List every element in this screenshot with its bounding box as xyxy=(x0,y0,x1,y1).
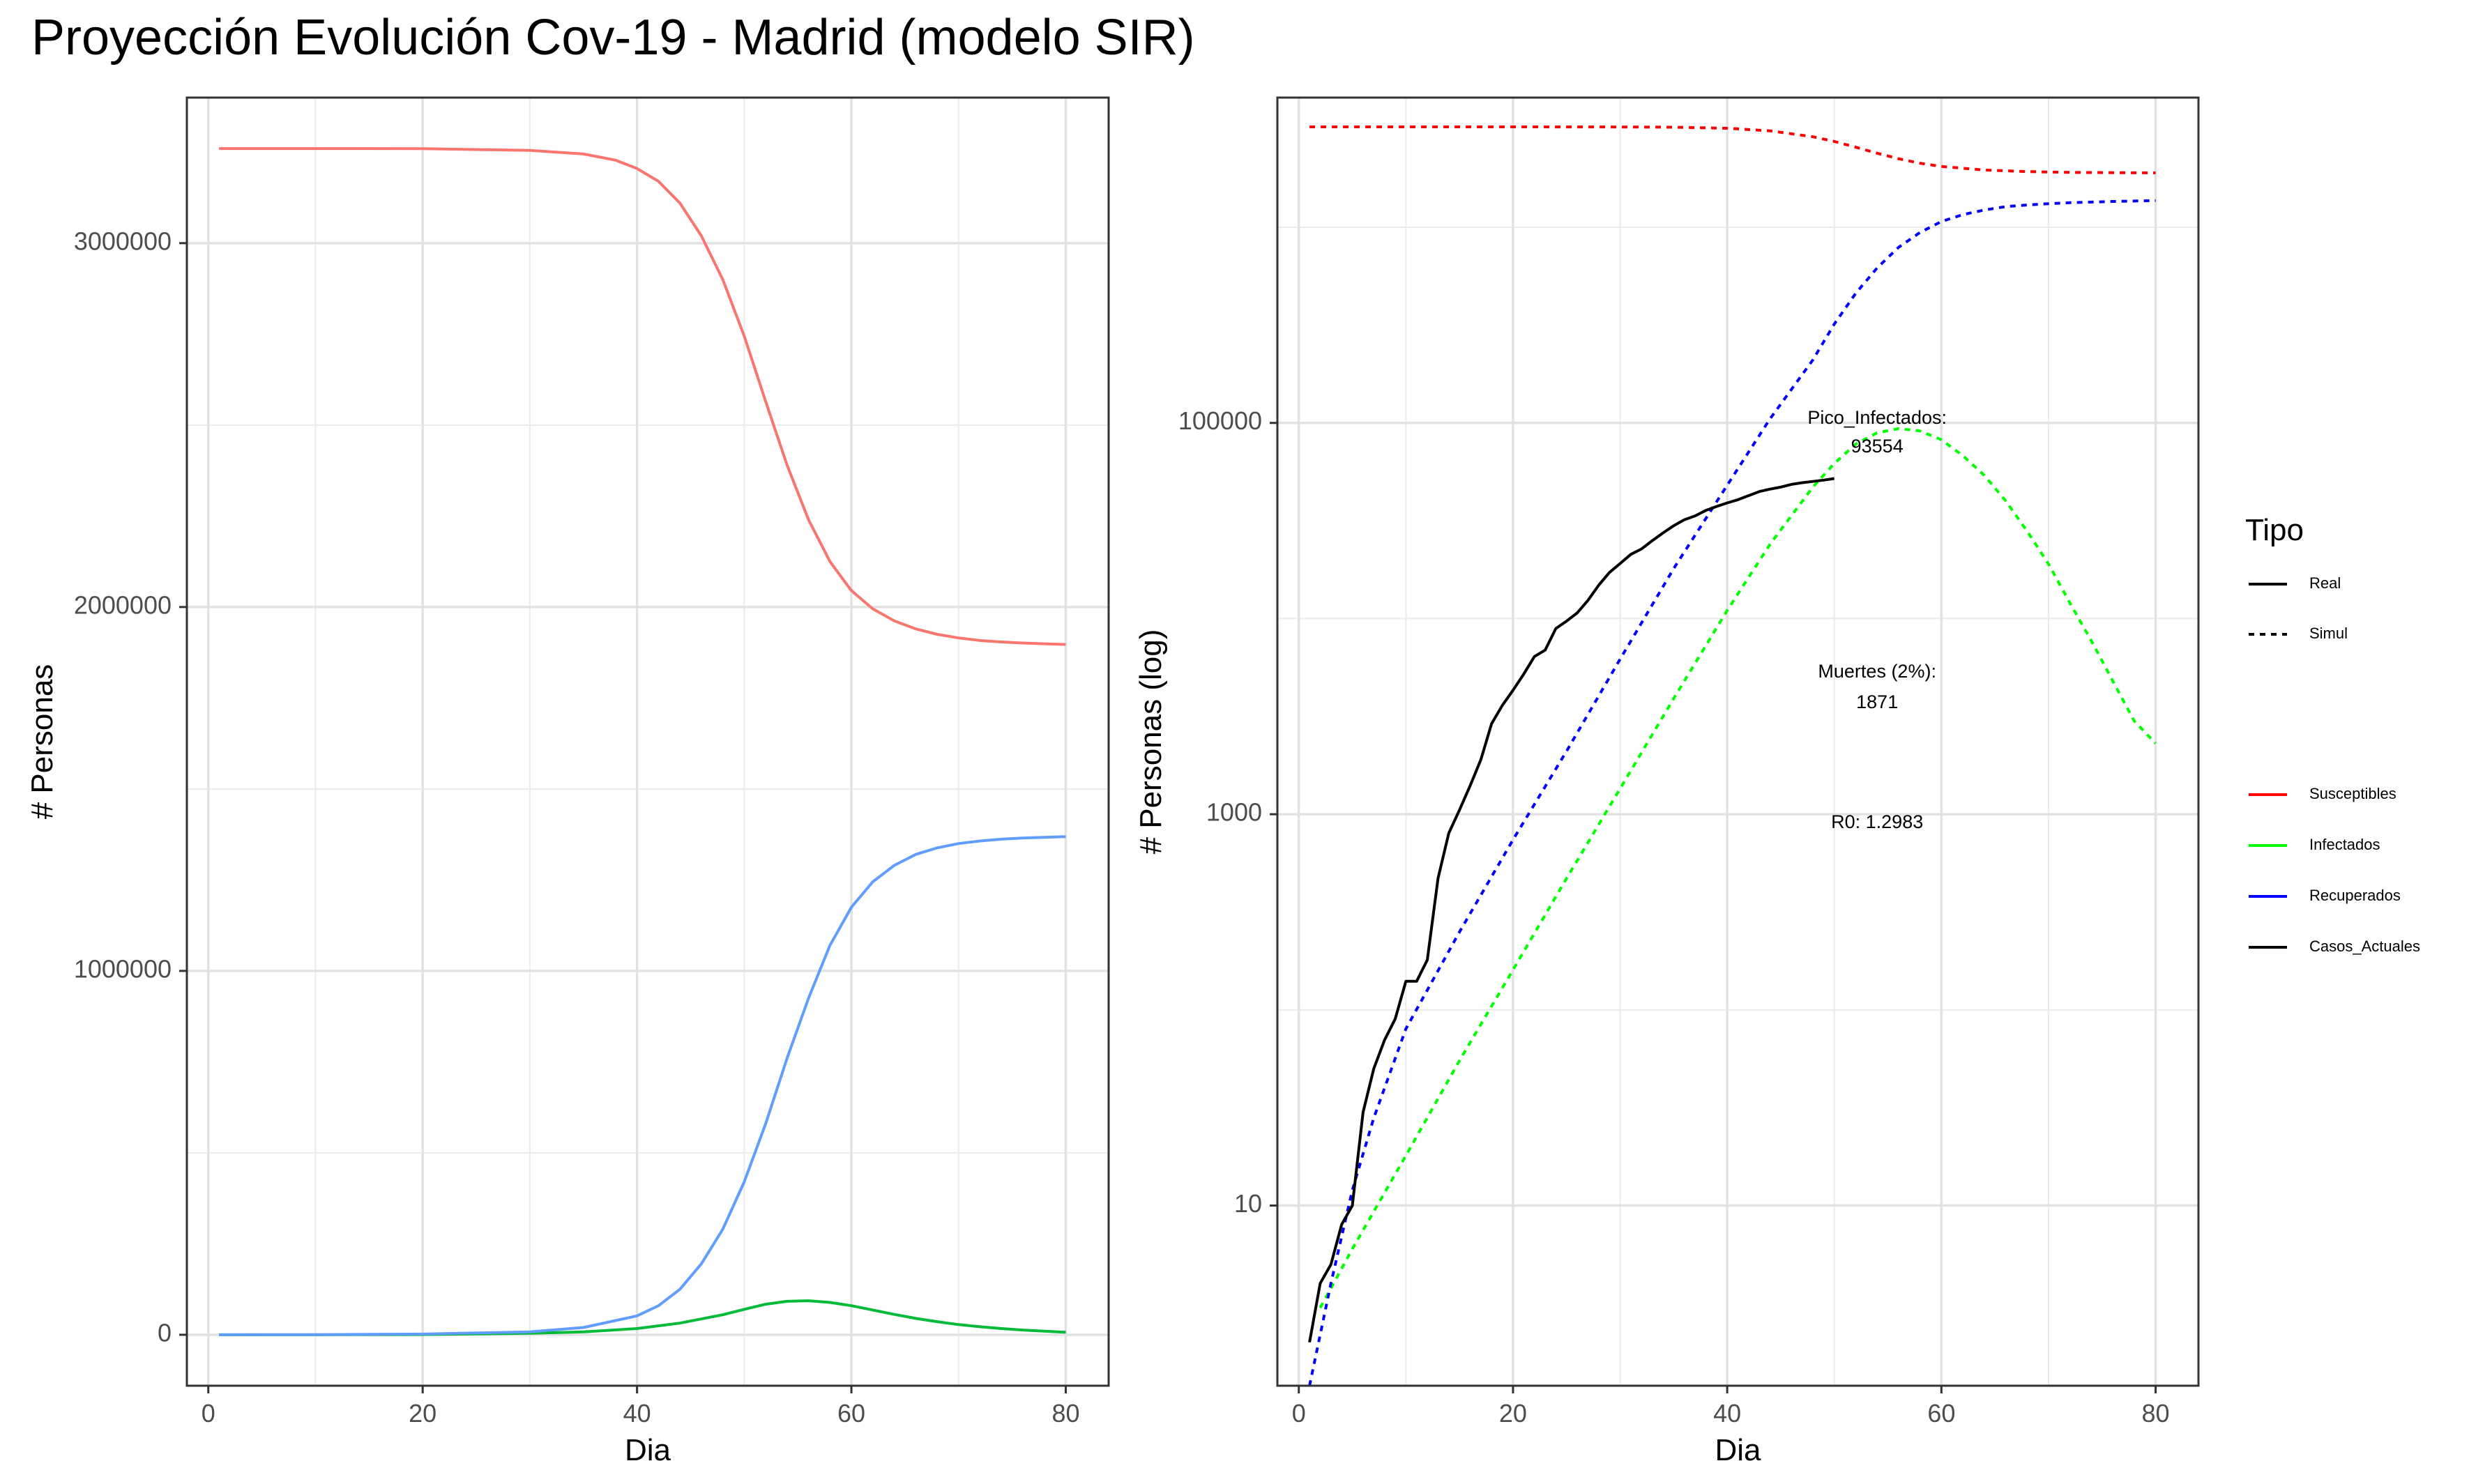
panel-border xyxy=(1276,96,2200,1387)
x-tick-label: 80 xyxy=(1051,1399,1079,1428)
annotation-muertes-2: Muertes (2%): xyxy=(1818,661,1936,682)
legend-label-real: Real xyxy=(2309,574,2341,592)
legend-label-casos-actuales: Casos_Actuales xyxy=(2309,938,2420,955)
x-tick-label: 20 xyxy=(409,1399,436,1428)
legend-label-simul: Simul xyxy=(2309,625,2348,642)
panel-border xyxy=(185,96,1110,1387)
annotation-r0-1-2983: R0: 1.2983 xyxy=(1831,811,1923,832)
x-tick-label: 60 xyxy=(1927,1399,1955,1428)
x-tick-label: 60 xyxy=(837,1399,865,1428)
y-tick-label: 100000 xyxy=(1178,406,1262,435)
y-tick-label: 0 xyxy=(158,1318,172,1347)
series-line-infectados-simul xyxy=(1319,427,2157,1309)
chart-log-panel: Pico_Infectados: 93554 Muertes (2%): 1871 R0… xyxy=(1134,96,2200,1467)
legend-label-susceptibles: Susceptibles xyxy=(2309,785,2396,802)
y-tick-label: 10 xyxy=(1234,1189,1262,1218)
series-line-susceptibles-simul xyxy=(1309,125,2156,174)
series-line-susceptibles xyxy=(219,147,1066,646)
y-axis-title: # Personas (log) xyxy=(1134,629,1168,855)
annotation-pico-infectados: Pico_Infectados: xyxy=(1807,407,1947,428)
x-tick-label: 40 xyxy=(1713,1399,1741,1428)
y-tick-label: 1000 xyxy=(1206,798,1262,827)
series-line-recuperados-simul xyxy=(1308,199,2156,1386)
y-tick-label: 1000000 xyxy=(74,954,172,983)
x-tick-label: 40 xyxy=(623,1399,651,1428)
annotation-1871: 1871 xyxy=(1856,691,1898,712)
series-line-infectados xyxy=(219,1299,1066,1336)
legend: Tipo Real Simul Susceptibles Infectados Recup… xyxy=(2245,513,2420,955)
chart-linear-panel: 0 20 40 60 80 0 1000000 2000000 3000000 Dia # Pers… xyxy=(25,96,1110,1467)
x-tick-label: 0 xyxy=(202,1399,215,1428)
annotation-93554: 93554 xyxy=(1851,436,1904,457)
y-tick-label: 3000000 xyxy=(74,227,172,255)
plot-background xyxy=(187,98,1109,1386)
x-axis-title: Dia xyxy=(625,1433,671,1467)
plot-background xyxy=(1277,98,2198,1386)
x-axis-title: Dia xyxy=(1715,1433,1761,1467)
series-line-recuperados xyxy=(219,835,1066,1336)
y-tick-label: 2000000 xyxy=(74,590,172,619)
legend-title: Tipo xyxy=(2245,513,2304,547)
legend-label-infectados: Infectados xyxy=(2309,836,2380,853)
figure-title: Proyección Evolución Cov-19 - Madrid (mo… xyxy=(31,10,1195,66)
legend-label-recuperados: Recuperados xyxy=(2309,887,2401,904)
y-axis-title: # Personas xyxy=(25,664,59,820)
x-tick-label: 0 xyxy=(1292,1399,1306,1428)
x-tick-label: 20 xyxy=(1499,1399,1527,1428)
x-tick-label: 80 xyxy=(2142,1399,2170,1428)
series-line-casos-actuales-real xyxy=(1308,477,1834,1343)
